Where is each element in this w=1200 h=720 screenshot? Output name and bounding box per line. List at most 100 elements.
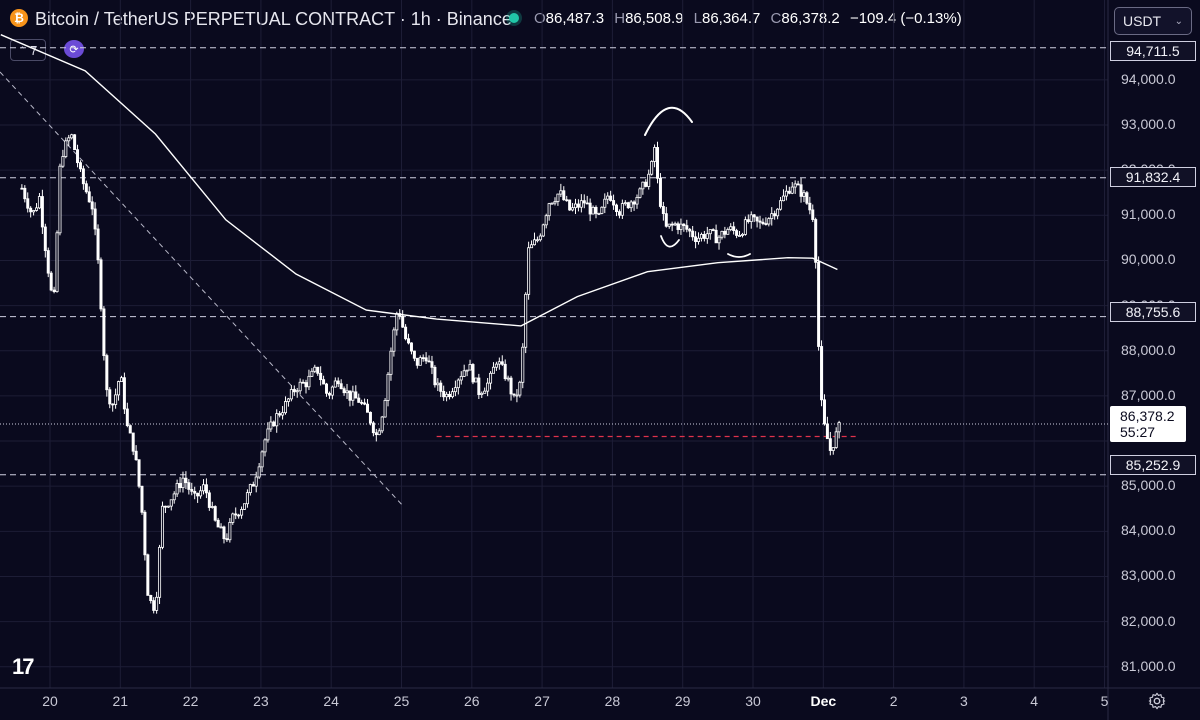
- candle-body: [489, 372, 493, 384]
- candle-body: [740, 234, 744, 236]
- candle-body: [225, 538, 229, 541]
- candle-body: [609, 195, 613, 201]
- candle-body: [248, 484, 252, 494]
- candle-body: [600, 206, 604, 214]
- time-tick-label: 26: [464, 693, 480, 709]
- high-label: H: [614, 10, 626, 27]
- price-tick-label: 83,000.0: [1121, 567, 1176, 584]
- candle-body: [585, 202, 589, 205]
- chart-header: ₿ Bitcoin / TetherUS PERPETUAL CONTRACT …: [0, 0, 1100, 40]
- indicators-toggle-button[interactable]: ⌃ 7: [10, 39, 46, 61]
- candle-body: [286, 398, 290, 402]
- candle-body: [87, 191, 91, 203]
- candle-body: [178, 483, 182, 489]
- candle-body: [418, 357, 422, 366]
- candle-body: [301, 381, 305, 384]
- candle-body: [360, 401, 364, 404]
- level-label-85252: 85,252.9: [1110, 455, 1196, 475]
- candle-body: [486, 382, 490, 392]
- candle-body: [483, 390, 487, 394]
- candle-body: [615, 204, 619, 213]
- candle-body: [193, 490, 197, 494]
- candle-body: [52, 289, 56, 293]
- candle-body: [125, 408, 129, 427]
- candle-body: [770, 213, 774, 219]
- candle-body: [594, 206, 598, 214]
- price-tick-label: 84,000.0: [1121, 522, 1176, 539]
- candle-body: [532, 239, 536, 246]
- candle-body: [527, 247, 531, 295]
- candle-body: [808, 202, 812, 211]
- candle-body: [430, 361, 434, 368]
- time-tick-label: 24: [323, 693, 339, 709]
- candle-body: [210, 506, 214, 508]
- candle-body: [811, 209, 815, 220]
- gear-icon[interactable]: [1148, 692, 1166, 710]
- candle-body: [128, 425, 132, 434]
- candle-body: [776, 208, 780, 217]
- candle-body: [506, 377, 510, 380]
- refresh-icon[interactable]: ⟳: [64, 40, 84, 58]
- candle-body: [571, 207, 575, 211]
- candle-body: [787, 190, 791, 194]
- candle-body: [354, 391, 358, 399]
- candle-body: [345, 390, 349, 394]
- candle-body: [348, 390, 352, 401]
- candle-body: [146, 554, 150, 596]
- candle-body: [755, 216, 759, 222]
- candle-body: [81, 168, 85, 185]
- candle-body: [401, 315, 405, 328]
- drawn-annotations: [0, 71, 751, 505]
- candle-body: [389, 350, 393, 375]
- current-price-value: 86,378.2: [1120, 408, 1175, 424]
- candle-body: [336, 380, 340, 385]
- candle-body: [568, 199, 572, 211]
- tradingview-logo: 17: [12, 654, 35, 679]
- candle-body: [284, 401, 288, 414]
- candle-body: [767, 218, 771, 225]
- current-price-label: 86,378.2 55:27: [1110, 406, 1186, 442]
- candle-body: [64, 140, 68, 157]
- candle-body: [497, 361, 501, 365]
- candle-body: [99, 259, 103, 310]
- candle-body: [134, 450, 138, 461]
- candle-body: [442, 390, 446, 398]
- candle-body: [222, 526, 226, 540]
- candle-body: [254, 476, 258, 487]
- candle-body: [149, 595, 153, 602]
- candle-body: [717, 236, 721, 244]
- candle-body: [746, 219, 750, 223]
- candle-body: [702, 234, 706, 239]
- candle-body: [723, 230, 727, 235]
- candle-body: [20, 187, 24, 190]
- candle-body: [374, 432, 378, 436]
- candle-body: [779, 200, 783, 210]
- candle-body: [357, 397, 361, 403]
- candle-body: [559, 190, 563, 195]
- candle-body: [117, 381, 121, 396]
- candle-body: [573, 203, 577, 209]
- candle-body: [749, 214, 753, 223]
- candle-body: [635, 197, 639, 205]
- candle-body: [61, 156, 65, 167]
- candle-body: [820, 346, 824, 401]
- candle-body: [313, 366, 317, 372]
- candle-body: [515, 394, 519, 397]
- candle-body: [562, 190, 566, 201]
- chevron-up-icon: ⌃: [18, 44, 27, 55]
- candle-body: [84, 183, 88, 193]
- candle-body: [673, 223, 677, 226]
- time-tick-label: 29: [674, 693, 691, 709]
- candle-body: [579, 200, 583, 208]
- candle-body: [78, 162, 82, 170]
- drawn-arc-bottom-2: [727, 253, 751, 258]
- candle-body: [456, 379, 460, 389]
- currency-select[interactable]: USDT ⌄: [1114, 7, 1192, 35]
- symbol-title[interactable]: Bitcoin / TetherUS PERPETUAL CONTRACT · …: [35, 9, 512, 29]
- candle-body: [822, 399, 826, 425]
- candle-body: [790, 186, 794, 194]
- candle-body: [644, 181, 648, 187]
- candle-body: [330, 386, 334, 396]
- candles: [20, 133, 841, 614]
